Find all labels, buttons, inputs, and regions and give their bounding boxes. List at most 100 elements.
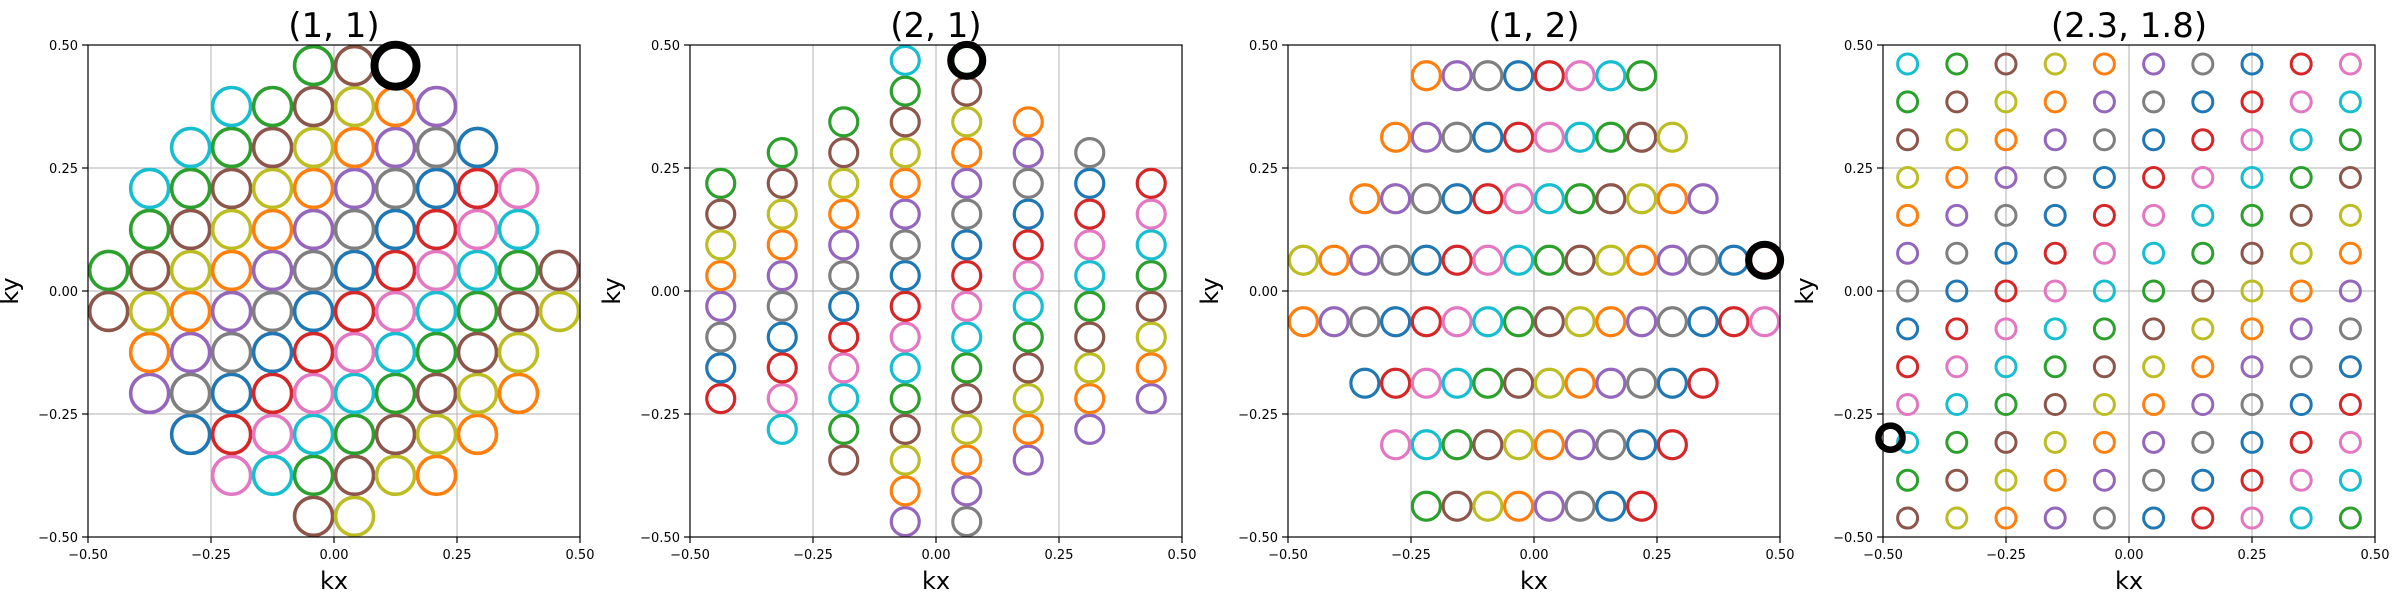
scatter-point [1687,306,1719,338]
scatter-point [1994,506,2018,530]
scatter-point [1994,203,2018,227]
scatter-point [1472,429,1504,461]
scatter-point [889,475,921,507]
y-tick-label: −0.25 [38,408,78,423]
scatter-point [2240,317,2264,341]
scatter-point [828,444,860,476]
scatter-point [705,352,737,384]
scatter-point [2043,90,2067,114]
scatter-point [766,137,798,169]
scatter-point [1945,90,1969,114]
scatter-point [374,331,417,374]
scatter-point [1441,60,1473,92]
highlight-point [1875,422,1906,454]
scatter-point [1410,183,1442,215]
scatter-point [1135,198,1167,230]
scatter-point [705,229,737,261]
scatter-point [951,475,983,507]
chart-panel-1: −0.50 −0.25 0.00 0.25 0.50 −0.50 −0.25 0.00 0.25… [0,6,594,595]
scatter-point [1012,383,1044,415]
scatter-point [251,208,294,251]
scatter-point [1380,429,1412,461]
scatter-point [1896,52,1920,76]
scatter-point [456,413,499,456]
scatter-point [2338,355,2362,379]
scatter-point [2240,203,2264,227]
scatter-point [374,85,417,128]
scatter-point [2142,468,2166,492]
scatter-point [2142,355,2166,379]
scatter-point [2191,317,2215,341]
scatter-point [1074,290,1106,322]
scatter-point [1503,306,1535,338]
scatter-point [1288,244,1319,276]
scatter-point [889,290,921,322]
scatter-point [1012,260,1044,292]
scatter-point [766,229,798,261]
scatter-point [251,290,294,333]
scatter-point [828,137,860,169]
scatter-point [251,249,294,292]
x-tick-label: 0.25 [443,548,472,563]
scatter-point [2191,128,2215,152]
scatter-point [2043,430,2067,454]
scatter-point [1533,183,1565,215]
scatter-point [2289,393,2313,417]
scatter-point [828,413,860,445]
scatter-point [415,454,458,497]
scatter-point [456,331,499,374]
scatter-point [2191,203,2215,227]
scatter-point [1012,167,1044,199]
scatter-point [292,413,335,456]
scatter-point [2142,241,2166,265]
scatter-point [951,229,983,261]
scatter-point [1012,290,1044,322]
scatter-point [1994,355,2018,379]
x-tick-label: 0.50 [1766,548,1795,563]
scatter-point [889,321,921,353]
scatter-point [951,352,983,384]
scatter-point [1074,352,1106,384]
scatter-point [828,198,860,230]
scatter-point [1503,121,1535,153]
scatter-point [1012,137,1044,169]
scatter-point [1656,367,1688,399]
scatter-point [766,321,798,353]
scatter-point [2191,90,2215,114]
scatter-point [1441,367,1473,399]
scatter-point [1656,183,1688,215]
scatter-point [1595,367,1627,399]
scatter-point [415,85,458,128]
scatter-point [128,249,171,292]
scatter-point [169,331,212,374]
scatter-point [2092,506,2116,530]
scatter-point [2043,317,2067,341]
scatter-point [1994,241,2018,265]
scatter-point [1380,367,1412,399]
scatter-point [1503,367,1535,399]
scatter-point [2338,166,2362,190]
scatter-point [828,167,860,199]
chart-panel-4: −0.50 −0.25 0.00 0.25 0.50 −0.50 −0.25 0.00 0.25… [1791,6,2389,595]
y-tick-label: −0.50 [38,531,78,546]
scatter-point [1012,444,1044,476]
scatter-point [2092,317,2116,341]
scatter-point [705,290,737,322]
scatter-point [1533,121,1565,153]
scatter-point [497,331,540,374]
scatter-point [415,208,458,251]
scatter-point [2338,203,2362,227]
scatter-point [1945,430,1969,454]
scatter-point [2092,203,2116,227]
scatter-point [1012,352,1044,384]
scatter-point [828,106,860,138]
scatter-point [766,167,798,199]
scatter-point [1074,137,1106,169]
scatter-point [1472,244,1504,276]
scatter-point [705,260,737,292]
scatter-point [1896,317,1920,341]
scatter-point [1012,198,1044,230]
scatter-point [1945,52,1969,76]
scatter-point [951,506,983,537]
scatter-point [2191,430,2215,454]
